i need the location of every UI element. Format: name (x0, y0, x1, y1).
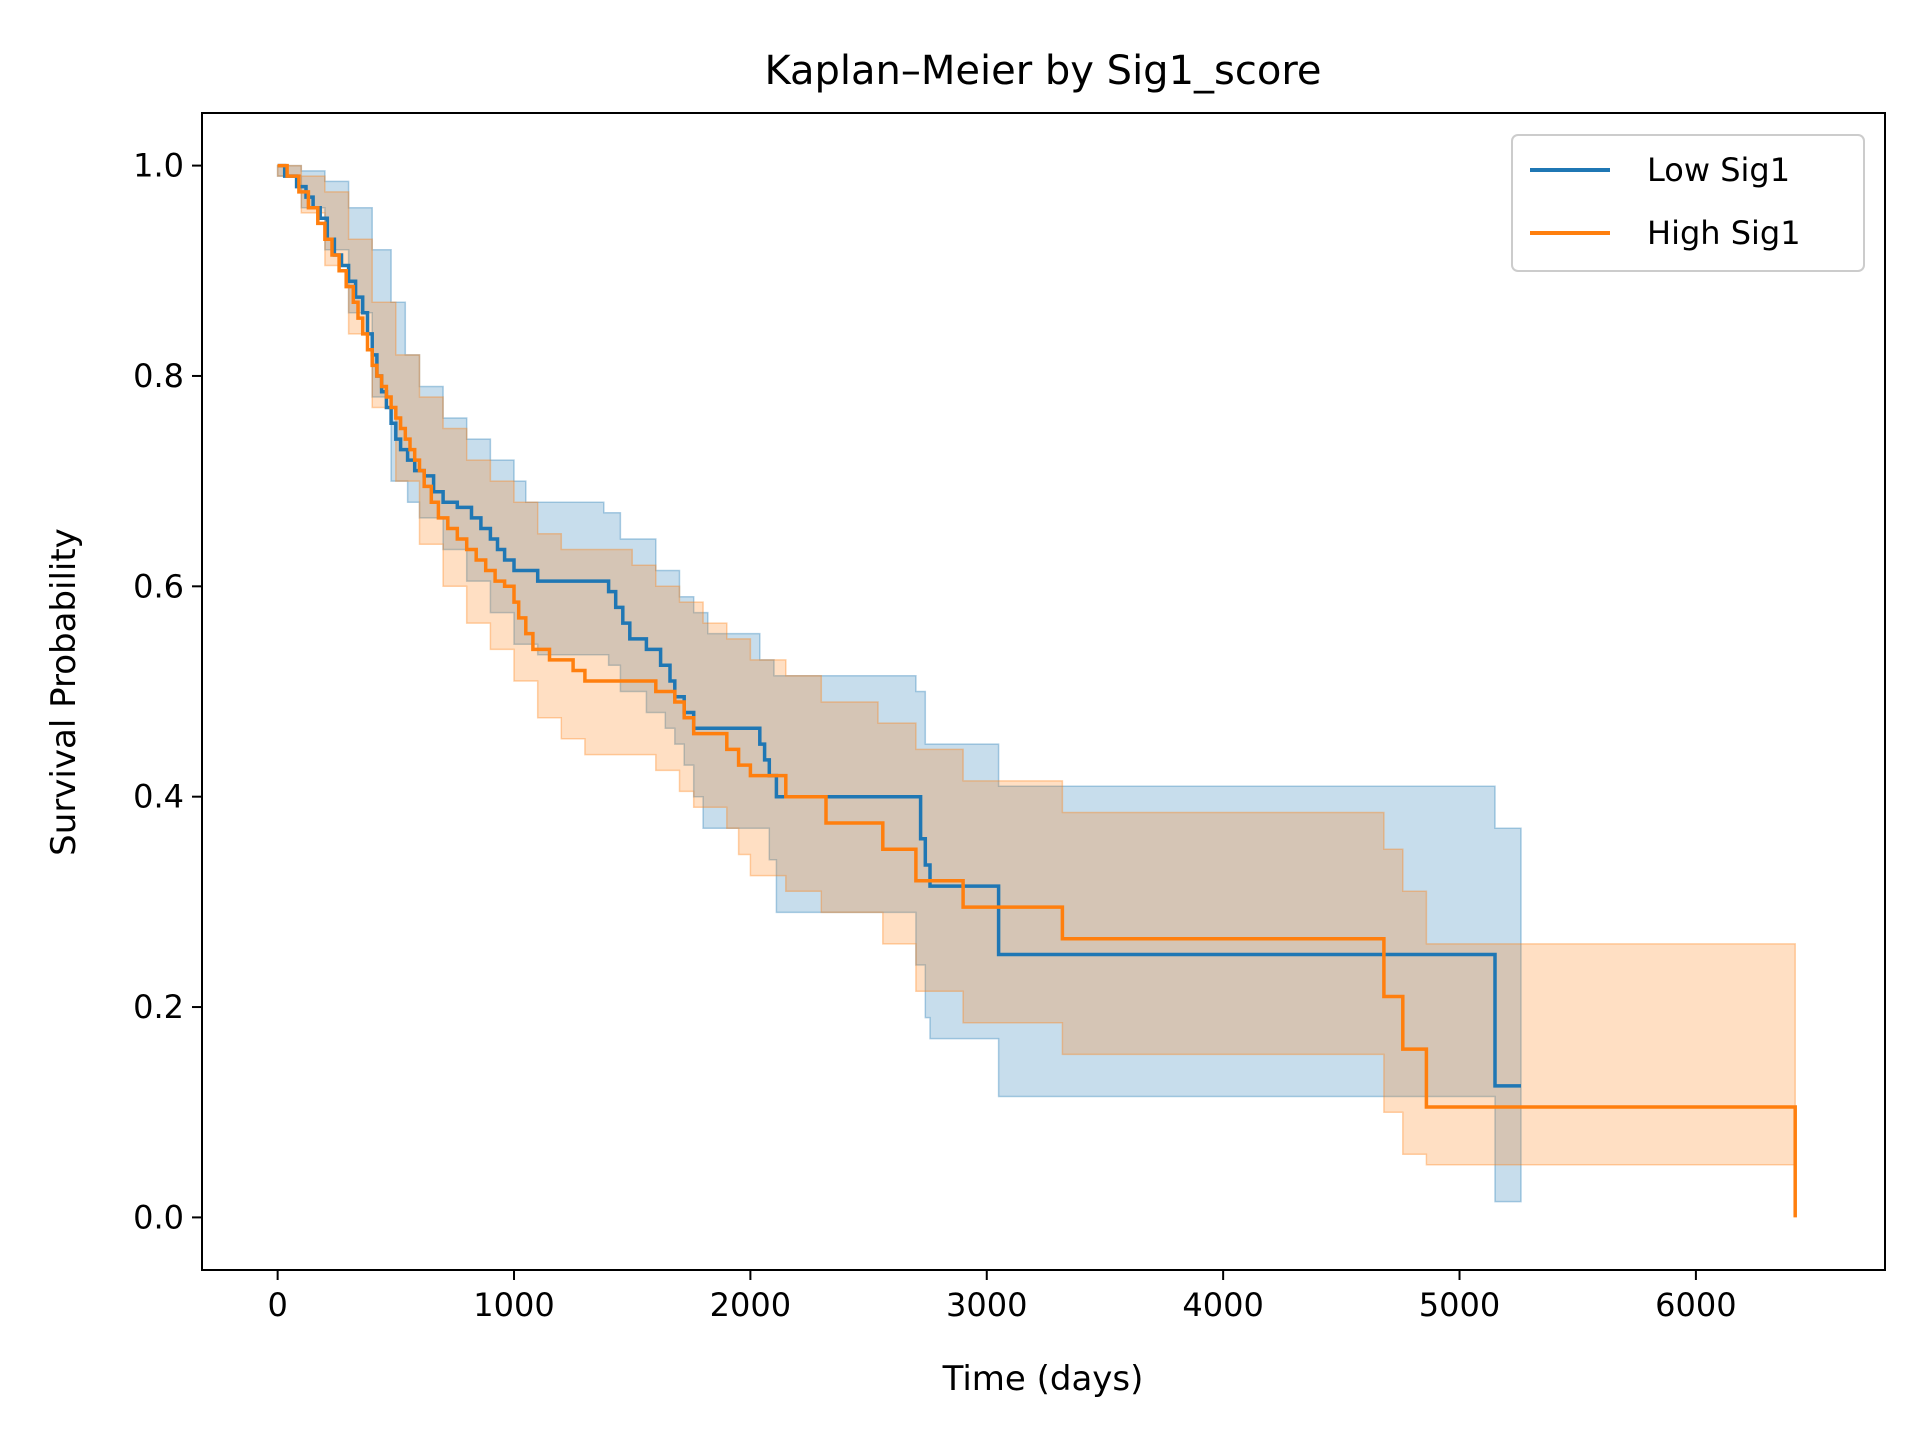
ci-band-high-sig1 (276, 164, 1796, 1166)
plot-frame (201, 112, 1886, 1271)
legend-label-low-sig1: Low Sig1 (1647, 151, 1790, 189)
y-tick-label: 0.4 (133, 778, 184, 816)
chart-title: Kaplan–Meier by Sig1_score (764, 48, 1321, 94)
x-tick-label: 5000 (1419, 1286, 1500, 1324)
x-axis-label: Time (days) (942, 1359, 1144, 1399)
y-tick-label: 1.0 (133, 147, 184, 185)
survival-curve-high-sig1 (277, 163, 1797, 1218)
x-axis-ticks: 0 1000 2000 3000 4000 5000 6000 (267, 1270, 1737, 1324)
y-tick-label: 0.0 (133, 1198, 184, 1236)
y-axis-ticks: 0.0 0.2 0.4 0.6 0.8 1.0 (133, 147, 202, 1236)
x-tick-label: 4000 (1182, 1286, 1263, 1324)
x-tick-label: 1000 (473, 1286, 554, 1324)
y-axis-label: Survival Probability (44, 528, 84, 856)
x-tick-label: 6000 (1655, 1286, 1736, 1324)
x-tick-label: 0 (267, 1286, 287, 1324)
plot-area (276, 163, 1797, 1218)
confidence-bands (276, 164, 1796, 1203)
y-tick-label: 0.8 (133, 357, 184, 395)
legend: Low Sig1 High Sig1 (1511, 134, 1865, 272)
x-tick-label: 3000 (946, 1286, 1027, 1324)
ci-band-low-sig1 (276, 164, 1522, 1203)
x-tick-label: 2000 (710, 1286, 791, 1324)
survival-curve-low-sig1 (277, 163, 1521, 1088)
y-tick-label: 0.2 (133, 988, 184, 1026)
survival-curves (277, 163, 1797, 1218)
legend-label-high-sig1: High Sig1 (1647, 214, 1801, 252)
y-tick-label: 0.6 (133, 567, 184, 605)
